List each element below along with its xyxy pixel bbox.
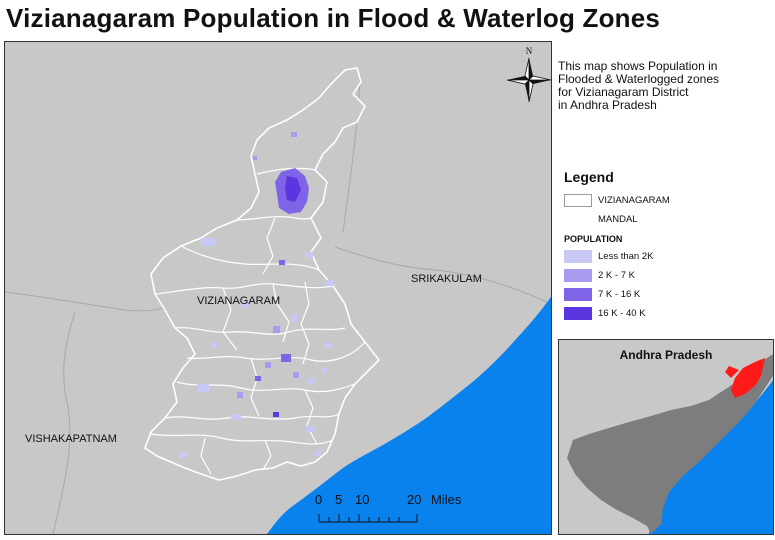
inset-district-highlight bbox=[731, 358, 765, 398]
description-line: for Vizianagaram District bbox=[558, 85, 689, 99]
label-vizianagaram: VIZIANAGARAM bbox=[197, 295, 280, 307]
legend-label: 16 K - 40 K bbox=[598, 308, 646, 319]
inset-sea bbox=[649, 380, 773, 534]
legend-label: Less than 2K bbox=[598, 251, 654, 262]
scale-unit: Miles bbox=[431, 492, 462, 507]
inset-map-svg bbox=[559, 340, 773, 534]
scale-bar: 0 5 10 20 Miles bbox=[315, 492, 462, 523]
legend-item-mandal: MANDAL bbox=[564, 212, 638, 227]
inset-state bbox=[567, 354, 773, 534]
inset-district-highlight-part bbox=[725, 366, 739, 378]
label-srikakulam: SRIKAKULAM bbox=[411, 273, 482, 285]
legend-swatch bbox=[564, 288, 592, 301]
legend-swatch bbox=[564, 269, 592, 282]
description-line: Flooded & Waterlogged zones bbox=[558, 72, 719, 86]
label-vishakapatnam: VISHAKAPATNAM bbox=[25, 433, 117, 445]
legend-item-population: 2 K - 7 K bbox=[564, 268, 635, 283]
legend-title: Legend bbox=[564, 169, 614, 185]
legend-label: 7 K - 16 K bbox=[598, 289, 641, 300]
north-arrow-icon: N bbox=[506, 46, 551, 103]
scale-tick-label: 20 bbox=[407, 492, 421, 507]
legend-item-population: Less than 2K bbox=[564, 249, 653, 264]
legend-swatch bbox=[564, 250, 592, 263]
legend-item-population: 16 K - 40 K bbox=[564, 306, 646, 321]
legend-label: 2 K - 7 K bbox=[598, 270, 635, 281]
inset-map[interactable]: Andhra Pradesh bbox=[558, 339, 774, 535]
mandal-boundaries bbox=[150, 167, 366, 475]
scale-tick-label: 10 bbox=[355, 492, 369, 507]
map-title: Vizianagaram Population in Flood & Water… bbox=[6, 3, 661, 33]
inset-title: Andhra Pradesh bbox=[619, 348, 713, 362]
population-patches bbox=[179, 132, 333, 458]
scale-tick-label: 5 bbox=[335, 492, 342, 507]
scale-tick-label: 0 bbox=[315, 492, 322, 507]
description-line: in Andhra Pradesh bbox=[558, 98, 657, 112]
main-map-svg: VIZIANAGARAM SRIKAKULAM VISHAKAPATNAM N … bbox=[5, 42, 551, 534]
main-map[interactable]: VIZIANAGARAM SRIKAKULAM VISHAKAPATNAM N … bbox=[4, 41, 552, 535]
legend-label: MANDAL bbox=[598, 214, 638, 225]
bay-of-bengal bbox=[267, 297, 551, 534]
description-line: This map shows Population in bbox=[558, 59, 718, 73]
legend-label: VIZIANAGARAM bbox=[598, 195, 670, 206]
legend-item-district: VIZIANAGARAM bbox=[564, 193, 670, 208]
map-description: This map shows Population in Flooded & W… bbox=[558, 60, 770, 112]
north-letter: N bbox=[526, 46, 533, 56]
legend-swatch bbox=[564, 213, 592, 226]
legend-population-title: POPULATION bbox=[564, 234, 623, 244]
legend-swatch bbox=[564, 307, 592, 320]
legend-item-population: 7 K - 16 K bbox=[564, 287, 640, 302]
legend-swatch bbox=[564, 194, 592, 207]
district-boundary bbox=[144, 67, 381, 481]
